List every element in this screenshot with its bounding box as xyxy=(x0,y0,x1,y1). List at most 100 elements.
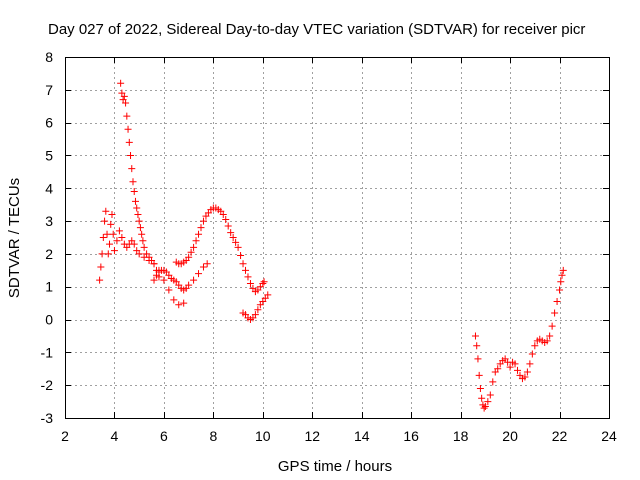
data-point-marker xyxy=(526,360,534,368)
data-point-marker xyxy=(185,281,193,289)
data-point-marker xyxy=(475,371,483,379)
data-point-marker xyxy=(150,276,158,284)
data-point-marker xyxy=(546,332,554,340)
data-point-marker xyxy=(481,403,489,411)
data-point-marker xyxy=(234,243,242,251)
data-point-marker xyxy=(486,391,494,399)
data-point-marker xyxy=(140,243,148,251)
data-point-marker xyxy=(558,271,566,279)
y-tick-label: -2 xyxy=(41,377,54,393)
data-point-marker xyxy=(251,311,259,319)
data-point-marker xyxy=(165,286,173,294)
data-point-marker xyxy=(523,368,531,376)
y-tick-label: 0 xyxy=(45,312,53,328)
data-point-marker xyxy=(107,220,115,228)
y-tick-label: -1 xyxy=(41,344,54,360)
data-point-marker xyxy=(474,355,482,363)
y-tick-label: 3 xyxy=(45,213,53,229)
data-point-marker xyxy=(199,263,207,271)
data-point-marker xyxy=(136,224,144,232)
data-point-marker xyxy=(190,243,198,251)
data-point-marker xyxy=(548,322,556,330)
data-point-marker xyxy=(122,99,130,107)
data-point-marker xyxy=(222,215,230,223)
data-point-marker xyxy=(175,301,183,309)
y-tick-label: 5 xyxy=(45,147,53,163)
y-tick-label: 4 xyxy=(45,180,53,196)
x-tick-label: 4 xyxy=(111,428,119,444)
data-point-marker xyxy=(229,234,237,241)
data-point-marker xyxy=(131,197,139,205)
data-point-marker xyxy=(192,237,200,245)
data-point-marker xyxy=(130,240,138,248)
data-point-marker xyxy=(242,266,250,274)
data-point-marker xyxy=(511,360,519,368)
data-point-marker xyxy=(219,211,227,219)
data-point-marker xyxy=(135,217,143,225)
data-point-marker xyxy=(556,286,564,294)
data-point-marker xyxy=(128,165,136,173)
data-point-marker xyxy=(115,227,123,235)
data-point-marker xyxy=(254,306,262,314)
x-tick-label: 18 xyxy=(453,428,469,444)
data-point-marker xyxy=(98,250,106,258)
data-point-marker xyxy=(264,291,272,299)
data-point-marker xyxy=(180,299,188,307)
data-point-marker xyxy=(232,238,240,246)
data-point-marker xyxy=(471,332,479,340)
data-point-marker xyxy=(127,151,135,159)
data-point-marker xyxy=(130,188,138,196)
data-point-marker xyxy=(199,217,207,225)
data-point-marker xyxy=(203,260,211,268)
data-point-marker xyxy=(557,278,565,286)
x-tick-label: 10 xyxy=(255,428,271,444)
data-point-marker xyxy=(195,230,203,238)
data-point-marker xyxy=(99,234,107,241)
data-point-marker xyxy=(185,253,193,261)
data-point-marker xyxy=(506,363,514,371)
data-point-marker xyxy=(551,309,559,317)
x-tick-label: 22 xyxy=(552,428,568,444)
data-point-marker xyxy=(110,247,118,255)
y-tick-label: 8 xyxy=(45,49,53,65)
y-axis-label: SDTVAR / TECUs xyxy=(6,178,23,298)
data-point-marker xyxy=(108,211,116,219)
data-point-marker xyxy=(259,279,267,287)
data-point-marker xyxy=(160,276,168,284)
data-point-marker xyxy=(129,178,137,186)
data-point-marker xyxy=(170,296,178,304)
data-point-marker xyxy=(514,366,522,374)
data-point-marker xyxy=(134,211,142,219)
data-point-marker xyxy=(528,350,536,358)
data-point-marker xyxy=(260,278,268,286)
data-point-marker xyxy=(113,237,121,245)
y-tick-label: 2 xyxy=(45,246,53,262)
data-point-marker xyxy=(123,112,131,120)
data-point-marker xyxy=(102,207,110,215)
data-point-marker xyxy=(543,337,551,345)
y-tick-label: -3 xyxy=(41,410,54,426)
x-tick-label: 20 xyxy=(502,428,518,444)
grid-lines xyxy=(65,57,609,418)
data-point-marker xyxy=(103,230,111,238)
data-point-marker xyxy=(138,230,146,238)
x-tick-label: 2 xyxy=(61,428,69,444)
data-point-marker xyxy=(484,398,492,406)
data-points xyxy=(96,79,567,412)
y-tick-label: 7 xyxy=(45,82,53,98)
data-point-marker xyxy=(246,279,254,287)
x-tick-label: 8 xyxy=(209,428,217,444)
data-point-marker xyxy=(531,342,539,350)
data-point-marker xyxy=(476,384,484,392)
data-point-marker xyxy=(150,260,158,268)
x-tick-label: 6 xyxy=(160,428,168,444)
data-point-marker xyxy=(118,234,126,241)
data-point-marker xyxy=(135,250,143,258)
x-axis-label: GPS time / hours xyxy=(278,458,392,475)
data-point-marker xyxy=(96,276,104,284)
x-tick-label: 16 xyxy=(403,428,419,444)
data-point-marker xyxy=(237,252,245,260)
data-point-marker xyxy=(190,276,198,284)
